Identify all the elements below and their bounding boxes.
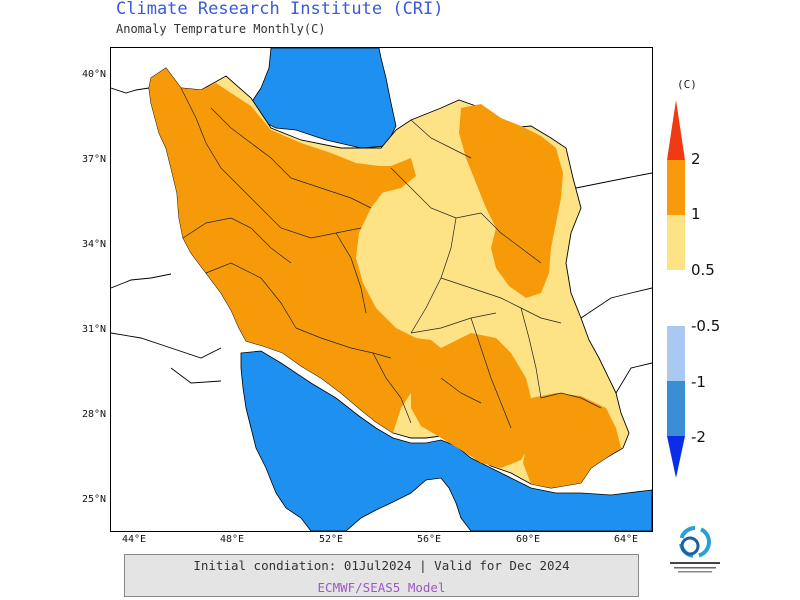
initial-condition-text: Initial condiation: 01Jul2024 | Valid fo… <box>193 558 570 573</box>
colorbar-label: 2 <box>691 150 701 168</box>
colorbar-m1-m2 <box>667 381 685 436</box>
lat-label: 28°N <box>82 409 107 420</box>
colorbar-unit: (C) <box>677 78 697 91</box>
lat-label: 25°N <box>82 494 107 505</box>
cri-logo-icon <box>660 520 730 594</box>
colorbar-m0_5-m1 <box>667 326 685 381</box>
colorbar-above-2 <box>667 100 685 160</box>
model-name-text: ECMWF/SEAS5 Model <box>317 580 446 595</box>
lon-label: 56°E <box>417 534 442 545</box>
map-panel <box>110 47 653 532</box>
caspian-sea <box>250 48 397 149</box>
lat-label: 37°N <box>82 154 107 165</box>
colorbar-1-2 <box>667 160 685 215</box>
info-box: Initial condiation: 01Jul2024 | Valid fo… <box>124 554 639 597</box>
lon-label: 48°E <box>220 534 245 545</box>
province-borders <box>180 87 602 429</box>
lat-label: 31°N <box>82 324 107 335</box>
anomaly-map <box>111 48 652 531</box>
anomaly-south <box>411 333 536 468</box>
lat-label: 34°N <box>82 239 107 250</box>
anomaly-southeast <box>523 393 621 488</box>
lon-label: 52°E <box>319 534 344 545</box>
colorbar-label: -0.5 <box>691 317 721 335</box>
anomaly-north-strip <box>331 158 416 193</box>
anomaly-west <box>149 68 441 433</box>
page-subtitle: Anomaly Temprature Monthly(C) <box>116 22 326 36</box>
country-borders <box>111 87 652 394</box>
lon-label: 60°E <box>516 534 541 545</box>
colorbar <box>667 100 685 478</box>
colorbar-label: -2 <box>691 428 706 446</box>
colorbar-label: -1 <box>691 373 706 391</box>
page-title: Climate Research Institute (CRI) <box>116 0 444 19</box>
colorbar-below-m2 <box>667 436 685 478</box>
lon-label: 64°E <box>614 534 639 545</box>
persian-gulf <box>240 350 652 531</box>
colorbar-label: 1 <box>691 205 701 223</box>
anomaly-northeast <box>459 104 563 298</box>
lon-label: 44°E <box>122 534 147 545</box>
lat-label: 40°N <box>82 69 107 80</box>
colorbar-0_5-1 <box>667 215 685 270</box>
colorbar-label: 0.5 <box>691 261 715 279</box>
